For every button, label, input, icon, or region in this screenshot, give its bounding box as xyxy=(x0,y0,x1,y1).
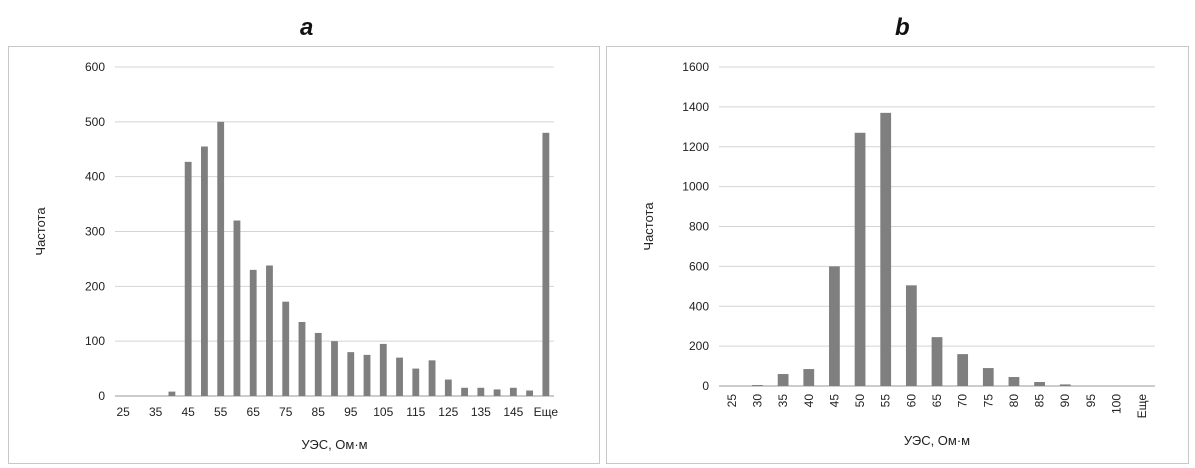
x-tick-label: 55 xyxy=(879,394,893,408)
y-tick-label: 200 xyxy=(689,339,709,353)
x-tick-label: 80 xyxy=(1007,394,1021,408)
bar xyxy=(905,285,917,386)
bar xyxy=(428,360,436,396)
x-tick-label: 65 xyxy=(930,394,944,408)
x-tick-label: 105 xyxy=(373,405,393,419)
bar xyxy=(777,374,789,386)
x-tick-label: 60 xyxy=(904,394,918,408)
bar xyxy=(829,266,840,386)
bar xyxy=(298,321,306,396)
y-tick-label: 0 xyxy=(98,389,105,403)
chart-b-frame: 0 200 400 600 800 1000 1200 1400 1600 25 30 35 40 45 5… xyxy=(606,46,1189,464)
bar xyxy=(1059,384,1071,386)
y-tick-label: 1400 xyxy=(682,100,709,114)
y-tick-label: 600 xyxy=(689,259,709,273)
x-axis-title: УЭС, Ом·м xyxy=(301,437,367,452)
bar xyxy=(1034,382,1045,386)
x-tick-label: 70 xyxy=(956,394,970,408)
bar xyxy=(282,301,290,396)
bar xyxy=(880,112,892,386)
bar xyxy=(509,387,517,396)
bar xyxy=(493,389,501,396)
bar xyxy=(249,269,257,396)
chart-a-frame: 0 100 200 300 400 500 600 25 35 45 55 65 75 85 95 105 11… xyxy=(8,46,600,464)
x-tick-label: 45 xyxy=(181,405,195,419)
x-tick-label: 85 xyxy=(1033,394,1047,408)
x-tick-label: 35 xyxy=(149,405,163,419)
bar xyxy=(461,387,468,396)
y-tick-label: 400 xyxy=(85,170,105,184)
x-tick-label: 85 xyxy=(312,405,326,419)
y-tick-label: 600 xyxy=(85,60,105,74)
x-tick-label: Еще xyxy=(1135,394,1149,419)
bar xyxy=(477,387,485,396)
bar xyxy=(444,379,452,396)
bar xyxy=(752,385,763,386)
bar xyxy=(184,161,192,396)
bar xyxy=(314,332,322,396)
bar xyxy=(379,343,387,396)
y-tick-label: 800 xyxy=(689,220,709,234)
x-tick-label: 95 xyxy=(344,405,358,419)
y-tick-label: 1000 xyxy=(682,180,709,194)
bar xyxy=(217,121,225,396)
x-tick-label: 25 xyxy=(116,405,130,419)
y-tick-label: 500 xyxy=(85,115,105,129)
bar xyxy=(542,132,550,397)
x-tick-label: 35 xyxy=(776,394,790,408)
x-tick-label: 65 xyxy=(247,405,261,419)
y-tick-label: 1200 xyxy=(682,140,709,154)
x-tick-label: 90 xyxy=(1058,394,1072,408)
y-tick-label: 1600 xyxy=(682,60,709,74)
bar xyxy=(412,368,420,396)
y-axis-title: Частота xyxy=(641,202,656,251)
y-tick-label: 0 xyxy=(702,379,709,393)
x-tick-label: 125 xyxy=(438,405,458,419)
x-axis-title: УЭС, Ом·м xyxy=(904,433,970,448)
x-tick-label: 95 xyxy=(1084,394,1098,408)
x-tick-label: Еще xyxy=(534,405,559,419)
y-tick-label: 400 xyxy=(689,299,709,313)
y-tick-label: 300 xyxy=(85,225,105,239)
chart-b-svg: 0 200 400 600 800 1000 1200 1400 1600 25 30 35 40 45 5… xyxy=(641,60,1155,448)
chart-b-title: b xyxy=(895,14,910,41)
y-tick-label: 100 xyxy=(85,334,105,348)
x-tick-label: 55 xyxy=(214,405,228,419)
x-tick-label: 145 xyxy=(503,405,523,419)
bar xyxy=(931,337,943,386)
x-tick-label: 40 xyxy=(802,394,816,408)
bar xyxy=(982,368,994,386)
y-axis-title: Частота xyxy=(33,207,48,256)
x-tick-label: 50 xyxy=(853,394,867,408)
bar xyxy=(854,132,866,386)
bar xyxy=(803,369,815,386)
bar xyxy=(363,354,371,396)
x-tick-label: 115 xyxy=(406,405,425,419)
bar xyxy=(168,391,176,396)
bar xyxy=(266,265,273,396)
bar xyxy=(957,354,969,386)
x-tick-label: 75 xyxy=(279,405,293,419)
x-tick-label: 30 xyxy=(750,394,764,408)
x-tick-label: 75 xyxy=(981,394,995,408)
bar xyxy=(233,220,241,396)
y-tick-label: 200 xyxy=(85,279,105,293)
bar xyxy=(201,146,208,396)
bar xyxy=(396,357,403,396)
bar xyxy=(347,352,355,396)
x-tick-label: 100 xyxy=(1110,394,1124,414)
bar xyxy=(1008,377,1020,386)
bar xyxy=(526,390,534,396)
chart-a-title: a xyxy=(300,14,314,41)
x-tick-label: 25 xyxy=(725,394,739,408)
chart-a-svg: 0 100 200 300 400 500 600 25 35 45 55 65 75 85 95 105 11… xyxy=(33,60,559,452)
x-tick-label: 135 xyxy=(471,405,491,419)
x-tick-label: 45 xyxy=(827,394,841,408)
bar xyxy=(331,341,338,396)
